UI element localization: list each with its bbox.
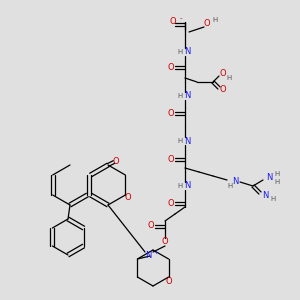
Text: H: H	[227, 183, 232, 189]
Text: O: O	[124, 194, 130, 202]
Text: N: N	[262, 190, 268, 200]
Text: O: O	[220, 85, 226, 94]
Text: O: O	[204, 20, 210, 28]
Text: N: N	[184, 92, 190, 100]
Text: N: N	[232, 178, 238, 187]
Text: H: H	[274, 179, 280, 185]
Text: O: O	[168, 199, 174, 208]
Text: N: N	[266, 173, 272, 182]
Text: H: H	[212, 17, 217, 23]
Text: O: O	[220, 70, 226, 79]
Text: -: -	[180, 15, 182, 21]
Text: +: +	[153, 250, 159, 254]
Text: O: O	[148, 221, 154, 230]
Text: O: O	[113, 157, 119, 166]
Text: O: O	[162, 238, 168, 247]
Text: O: O	[168, 154, 174, 164]
Text: H: H	[177, 93, 183, 99]
Text: H: H	[274, 171, 280, 177]
Text: O: O	[168, 62, 174, 71]
Text: H: H	[226, 75, 232, 81]
Text: H: H	[177, 183, 183, 189]
Text: N: N	[184, 47, 190, 56]
Text: O: O	[170, 17, 176, 26]
Text: H: H	[270, 196, 276, 202]
Text: H: H	[177, 138, 183, 144]
Text: O: O	[168, 109, 174, 118]
Text: O: O	[165, 277, 172, 286]
Text: N: N	[145, 251, 151, 260]
Text: H: H	[177, 49, 183, 55]
Text: N: N	[184, 182, 190, 190]
Text: N: N	[184, 136, 190, 146]
